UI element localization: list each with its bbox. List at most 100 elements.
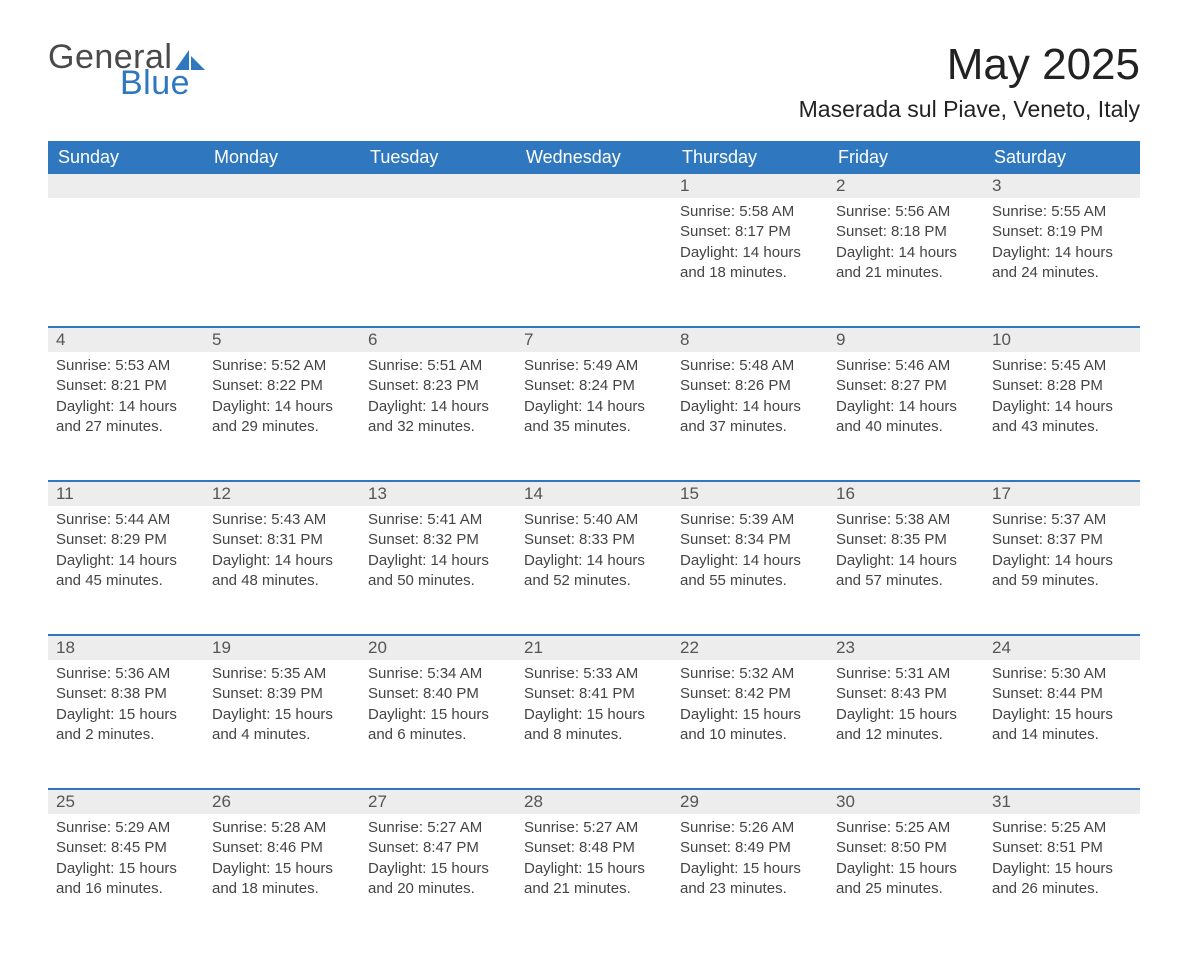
weekday-header: Thursday <box>672 141 828 174</box>
sunrise-text: Sunrise: 5:27 AM <box>368 818 508 838</box>
sunset-text: Sunset: 8:22 PM <box>212 376 352 396</box>
sunrise-text: Sunrise: 5:58 AM <box>680 202 820 222</box>
sunset-text: Sunset: 8:18 PM <box>836 222 976 242</box>
day-content: Sunrise: 5:53 AMSunset: 8:21 PMDaylight:… <box>48 352 204 445</box>
week-daynum-row: 45678910 <box>48 326 1140 352</box>
day-content: Sunrise: 5:27 AMSunset: 8:47 PMDaylight:… <box>360 814 516 907</box>
day-number: 4 <box>48 326 204 352</box>
daylight-text: Daylight: 15 hours and 14 minutes. <box>992 705 1132 746</box>
title-block: May 2025 Maserada sul Piave, Veneto, Ita… <box>799 40 1140 123</box>
day-number: 29 <box>672 788 828 814</box>
day-content: Sunrise: 5:38 AMSunset: 8:35 PMDaylight:… <box>828 506 984 599</box>
sunrise-text: Sunrise: 5:26 AM <box>680 818 820 838</box>
daylight-text: Daylight: 14 hours and 43 minutes. <box>992 397 1132 438</box>
day-number: 27 <box>360 788 516 814</box>
day-number: 3 <box>984 174 1140 198</box>
sunrise-text: Sunrise: 5:34 AM <box>368 664 508 684</box>
sunset-text: Sunset: 8:33 PM <box>524 530 664 550</box>
sunset-text: Sunset: 8:43 PM <box>836 684 976 704</box>
day-content: Sunrise: 5:46 AMSunset: 8:27 PMDaylight:… <box>828 352 984 445</box>
day-number: 1 <box>672 174 828 198</box>
sunset-text: Sunset: 8:50 PM <box>836 838 976 858</box>
location-subtitle: Maserada sul Piave, Veneto, Italy <box>799 96 1140 123</box>
daylight-text: Daylight: 14 hours and 55 minutes. <box>680 551 820 592</box>
brand-name-part2: Blue <box>120 66 205 100</box>
sunrise-text: Sunrise: 5:40 AM <box>524 510 664 530</box>
day-content: Sunrise: 5:49 AMSunset: 8:24 PMDaylight:… <box>516 352 672 445</box>
day-content: Sunrise: 5:36 AMSunset: 8:38 PMDaylight:… <box>48 660 204 753</box>
sunset-text: Sunset: 8:39 PM <box>212 684 352 704</box>
daylight-text: Daylight: 14 hours and 24 minutes. <box>992 243 1132 284</box>
day-content: Sunrise: 5:48 AMSunset: 8:26 PMDaylight:… <box>672 352 828 445</box>
sunset-text: Sunset: 8:51 PM <box>992 838 1132 858</box>
sunrise-text: Sunrise: 5:25 AM <box>992 818 1132 838</box>
daylight-text: Daylight: 15 hours and 4 minutes. <box>212 705 352 746</box>
day-number: 19 <box>204 634 360 660</box>
empty-day-number <box>48 174 204 198</box>
sunset-text: Sunset: 8:38 PM <box>56 684 196 704</box>
day-number: 15 <box>672 480 828 506</box>
daylight-text: Daylight: 15 hours and 25 minutes. <box>836 859 976 900</box>
day-content: Sunrise: 5:39 AMSunset: 8:34 PMDaylight:… <box>672 506 828 599</box>
day-number: 28 <box>516 788 672 814</box>
day-content: Sunrise: 5:52 AMSunset: 8:22 PMDaylight:… <box>204 352 360 445</box>
week-content-row: Sunrise: 5:44 AMSunset: 8:29 PMDaylight:… <box>48 506 1140 634</box>
day-number: 20 <box>360 634 516 660</box>
sunset-text: Sunset: 8:34 PM <box>680 530 820 550</box>
daylight-text: Daylight: 15 hours and 18 minutes. <box>212 859 352 900</box>
day-content: Sunrise: 5:34 AMSunset: 8:40 PMDaylight:… <box>360 660 516 753</box>
sunrise-text: Sunrise: 5:52 AM <box>212 356 352 376</box>
sunset-text: Sunset: 8:19 PM <box>992 222 1132 242</box>
sunset-text: Sunset: 8:29 PM <box>56 530 196 550</box>
sunset-text: Sunset: 8:45 PM <box>56 838 196 858</box>
sunset-text: Sunset: 8:40 PM <box>368 684 508 704</box>
sunrise-text: Sunrise: 5:39 AM <box>680 510 820 530</box>
day-number: 17 <box>984 480 1140 506</box>
day-number: 11 <box>48 480 204 506</box>
daylight-text: Daylight: 15 hours and 6 minutes. <box>368 705 508 746</box>
day-content: Sunrise: 5:25 AMSunset: 8:51 PMDaylight:… <box>984 814 1140 907</box>
day-number: 14 <box>516 480 672 506</box>
sunrise-text: Sunrise: 5:28 AM <box>212 818 352 838</box>
daylight-text: Daylight: 14 hours and 40 minutes. <box>836 397 976 438</box>
day-number: 16 <box>828 480 984 506</box>
day-number: 6 <box>360 326 516 352</box>
month-title: May 2025 <box>799 40 1140 90</box>
daylight-text: Daylight: 14 hours and 37 minutes. <box>680 397 820 438</box>
week-daynum-row: 123 <box>48 174 1140 198</box>
day-content: Sunrise: 5:35 AMSunset: 8:39 PMDaylight:… <box>204 660 360 753</box>
week-daynum-row: 11121314151617 <box>48 480 1140 506</box>
day-content: Sunrise: 5:30 AMSunset: 8:44 PMDaylight:… <box>984 660 1140 753</box>
day-number: 23 <box>828 634 984 660</box>
day-content: Sunrise: 5:56 AMSunset: 8:18 PMDaylight:… <box>828 198 984 291</box>
week-content-row: Sunrise: 5:58 AMSunset: 8:17 PMDaylight:… <box>48 198 1140 326</box>
day-content: Sunrise: 5:51 AMSunset: 8:23 PMDaylight:… <box>360 352 516 445</box>
sunset-text: Sunset: 8:35 PM <box>836 530 976 550</box>
sunset-text: Sunset: 8:31 PM <box>212 530 352 550</box>
day-number: 13 <box>360 480 516 506</box>
daylight-text: Daylight: 14 hours and 32 minutes. <box>368 397 508 438</box>
week-content-row: Sunrise: 5:53 AMSunset: 8:21 PMDaylight:… <box>48 352 1140 480</box>
day-content: Sunrise: 5:58 AMSunset: 8:17 PMDaylight:… <box>672 198 828 291</box>
sunrise-text: Sunrise: 5:53 AM <box>56 356 196 376</box>
sunset-text: Sunset: 8:48 PM <box>524 838 664 858</box>
sunset-text: Sunset: 8:27 PM <box>836 376 976 396</box>
empty-day-number <box>204 174 360 198</box>
sunrise-text: Sunrise: 5:27 AM <box>524 818 664 838</box>
weekday-header: Monday <box>204 141 360 174</box>
sunrise-text: Sunrise: 5:48 AM <box>680 356 820 376</box>
sunrise-text: Sunrise: 5:25 AM <box>836 818 976 838</box>
day-content: Sunrise: 5:27 AMSunset: 8:48 PMDaylight:… <box>516 814 672 907</box>
day-content: Sunrise: 5:45 AMSunset: 8:28 PMDaylight:… <box>984 352 1140 445</box>
day-number: 24 <box>984 634 1140 660</box>
day-number: 10 <box>984 326 1140 352</box>
daylight-text: Daylight: 15 hours and 20 minutes. <box>368 859 508 900</box>
daylight-text: Daylight: 15 hours and 12 minutes. <box>836 705 976 746</box>
sunrise-text: Sunrise: 5:49 AM <box>524 356 664 376</box>
sunset-text: Sunset: 8:37 PM <box>992 530 1132 550</box>
day-content: Sunrise: 5:28 AMSunset: 8:46 PMDaylight:… <box>204 814 360 907</box>
day-number: 26 <box>204 788 360 814</box>
empty-day-number <box>516 174 672 198</box>
sunset-text: Sunset: 8:26 PM <box>680 376 820 396</box>
sunrise-text: Sunrise: 5:31 AM <box>836 664 976 684</box>
